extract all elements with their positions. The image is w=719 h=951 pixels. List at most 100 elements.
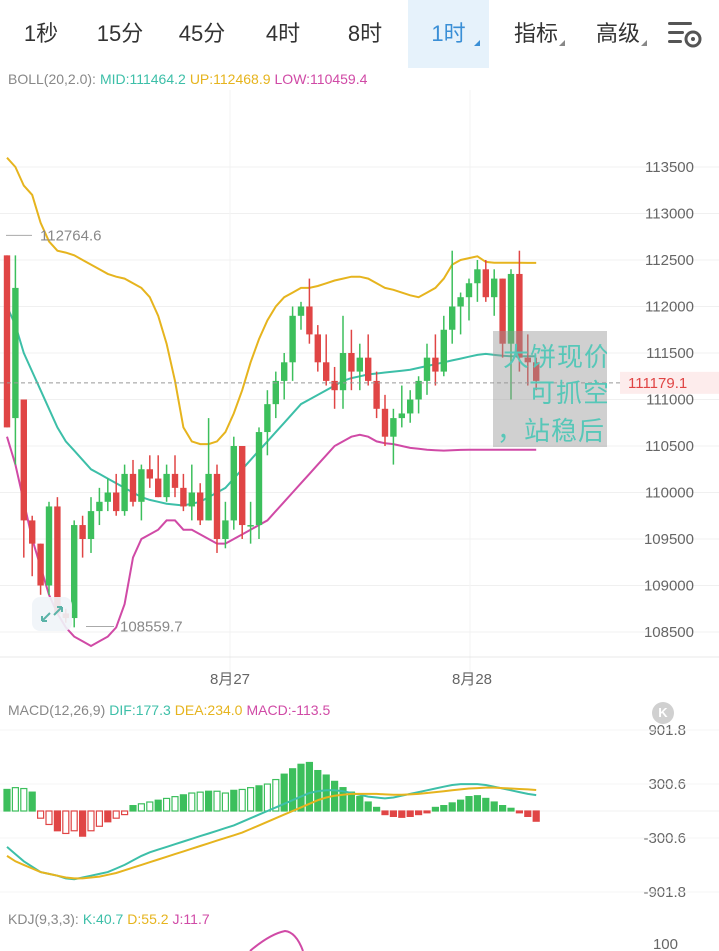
candle-body — [356, 357, 363, 372]
macd-histogram-bar — [78, 810, 87, 837]
candle-body — [71, 525, 78, 619]
candle-body — [272, 380, 279, 405]
candle-body — [222, 520, 229, 539]
y-tick-label: 110000 — [645, 485, 694, 502]
macd-histogram-bar — [465, 796, 473, 812]
candle-body — [163, 473, 170, 498]
macd-histogram-bar — [289, 768, 297, 812]
boll-mid-line — [6, 306, 537, 507]
macd-histogram-bar — [431, 806, 439, 812]
tab-45m[interactable]: 45分 — [162, 0, 242, 68]
macd-histogram-bar — [272, 778, 280, 812]
candle-body — [54, 506, 61, 614]
tab-8h[interactable]: 8时 — [330, 0, 400, 68]
y-tick-label: 109500 — [644, 531, 694, 548]
tab-indicators[interactable]: 指标 — [498, 0, 574, 68]
kdj-chart[interactable]: 100 — [0, 916, 719, 951]
candle-body — [281, 362, 288, 381]
annotation-overlay: 大饼现价 可抓空 ，站稳后 — [493, 331, 607, 447]
candle-body — [365, 357, 372, 381]
macd-histogram-bar — [524, 810, 532, 817]
macd-histogram-bar — [137, 803, 145, 812]
boll-upper-line — [6, 157, 537, 446]
candle-body — [37, 543, 44, 586]
candle-body — [247, 525, 254, 527]
macd-histogram-bar — [70, 810, 78, 832]
candle-body — [449, 306, 456, 330]
macd-histogram-bar — [120, 810, 129, 816]
candle-body — [373, 380, 380, 409]
dropdown-caret-icon — [559, 40, 565, 46]
macd-histogram-bar — [423, 810, 431, 814]
candle-body — [491, 278, 498, 298]
candle-body — [474, 269, 481, 284]
kdj-indicator-label: KDJ(9,3,3): K:40.7 D:55.2 J:11.7 — [8, 911, 214, 927]
y-tick-label: 113500 — [645, 159, 694, 176]
candle-body — [306, 306, 313, 335]
kdj-j-line — [249, 929, 304, 951]
macd-indicator-label: MACD(12,26,9) DIF:177.3 DEA:234.0 MACD:-113… — [8, 702, 334, 718]
candle-body — [432, 357, 439, 372]
low-marker-label: 108559.7 — [120, 618, 183, 635]
macd-histogram-bar — [482, 797, 490, 812]
macd-histogram-bar — [398, 810, 406, 818]
candle-body — [129, 473, 137, 502]
tab-label: 1秒 — [23, 21, 59, 46]
candle-body — [339, 353, 347, 391]
candle-body — [146, 469, 153, 479]
macd-dea-line — [6, 786, 537, 880]
macd-histogram-bar — [171, 796, 179, 812]
candle-body — [155, 478, 162, 498]
macd-dif-value: DIF:177.3 — [109, 702, 171, 718]
candle-body — [423, 357, 431, 381]
indicator-badge[interactable]: K — [652, 702, 674, 724]
macd-histogram-bar — [129, 805, 137, 812]
candle-body — [197, 492, 204, 521]
macd-histogram-bar — [3, 788, 11, 812]
kdj-d-value: D:55.2 — [127, 911, 169, 927]
macd-histogram-bar — [213, 790, 221, 812]
y-tick-label: 113000 — [645, 206, 694, 223]
macd-name: MACD(12,26,9) — [8, 702, 106, 718]
tab-1s[interactable]: 1秒 — [6, 0, 76, 68]
y-tick-label: 112000 — [645, 299, 694, 316]
candle-body — [348, 353, 355, 372]
tab-label: 15分 — [96, 21, 144, 46]
macd-histogram-bar — [322, 774, 330, 812]
current-price-tag — [620, 371, 719, 394]
chart-settings-icon[interactable] — [664, 16, 704, 52]
overlay-text-line: ，站稳后 — [497, 416, 606, 446]
candle-body — [381, 408, 389, 437]
candle-body — [398, 413, 405, 419]
tab-1h[interactable]: 1时 — [408, 0, 489, 68]
candle-body — [138, 469, 145, 502]
tab-label: 1时 — [431, 21, 466, 46]
tab-label: 高级 — [595, 21, 640, 46]
tab-advanced[interactable]: 高级 — [580, 0, 656, 68]
macd-histogram-bar — [448, 802, 456, 812]
macd-histogram-bar — [36, 810, 45, 819]
boll-up-value: UP:112468.9 — [189, 71, 271, 87]
candle-body — [239, 446, 246, 526]
kdj-j-value: J:11.7 — [172, 911, 210, 927]
macd-dea-value: DEA:234.0 — [174, 702, 243, 718]
macd-histogram-bar — [507, 807, 515, 812]
macd-histogram-bar — [440, 805, 448, 812]
tab-15m[interactable]: 15分 — [82, 0, 158, 68]
candlestick-chart[interactable]: 113500 113000 112500 112000 111500 111000 1105… — [0, 90, 719, 690]
macd-histogram-bar — [280, 773, 288, 812]
kdj-name: KDJ(9,3,3): — [8, 911, 79, 927]
tab-label: 指标 — [513, 21, 558, 46]
tab-4h[interactable]: 4时 — [248, 0, 318, 68]
y-tick-label: 108500 — [644, 624, 694, 641]
macd-histogram-bar — [205, 790, 213, 812]
tab-label: 4时 — [265, 21, 301, 46]
high-marker-label: 112764.6 — [40, 227, 101, 244]
overlay-text-line: 可抓空 — [529, 378, 607, 408]
fullscreen-button[interactable] — [32, 597, 72, 631]
boll-low-value: LOW:110459.4 — [274, 71, 368, 87]
macd-histogram-bar — [263, 783, 271, 812]
macd-histogram-bar — [146, 801, 154, 812]
macd-histogram-bar — [11, 787, 19, 812]
